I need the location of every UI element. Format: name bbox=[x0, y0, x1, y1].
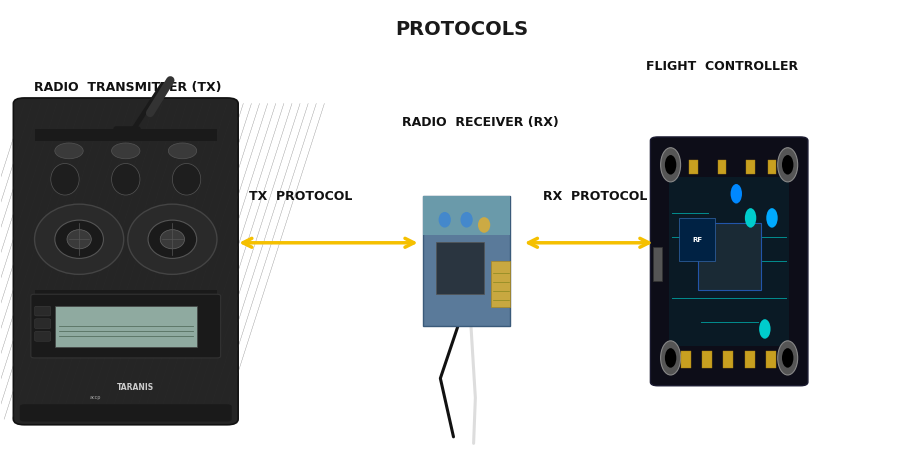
FancyBboxPatch shape bbox=[745, 351, 755, 368]
Text: RX  PROTOCOL: RX PROTOCOL bbox=[543, 191, 648, 203]
FancyBboxPatch shape bbox=[681, 351, 690, 368]
FancyBboxPatch shape bbox=[492, 262, 510, 307]
FancyBboxPatch shape bbox=[653, 247, 662, 281]
Text: TX  PROTOCOL: TX PROTOCOL bbox=[249, 191, 352, 203]
Ellipse shape bbox=[460, 212, 473, 227]
FancyBboxPatch shape bbox=[702, 351, 712, 368]
Ellipse shape bbox=[731, 184, 742, 204]
FancyBboxPatch shape bbox=[19, 404, 232, 422]
Ellipse shape bbox=[766, 208, 778, 227]
Ellipse shape bbox=[160, 230, 185, 249]
FancyBboxPatch shape bbox=[768, 160, 776, 175]
FancyBboxPatch shape bbox=[34, 290, 217, 296]
Text: TARANIS: TARANIS bbox=[117, 383, 154, 392]
FancyBboxPatch shape bbox=[689, 160, 698, 175]
Text: accp: accp bbox=[90, 395, 101, 400]
Ellipse shape bbox=[55, 143, 83, 159]
Ellipse shape bbox=[128, 204, 217, 274]
FancyBboxPatch shape bbox=[679, 218, 715, 262]
FancyBboxPatch shape bbox=[423, 196, 510, 326]
FancyBboxPatch shape bbox=[669, 177, 789, 346]
Ellipse shape bbox=[782, 348, 794, 368]
Ellipse shape bbox=[173, 163, 201, 195]
Ellipse shape bbox=[55, 220, 103, 258]
FancyBboxPatch shape bbox=[747, 160, 755, 175]
Text: PROTOCOLS: PROTOCOLS bbox=[395, 20, 529, 39]
Ellipse shape bbox=[782, 155, 794, 175]
Ellipse shape bbox=[148, 220, 197, 258]
Ellipse shape bbox=[778, 341, 797, 375]
Ellipse shape bbox=[661, 341, 681, 375]
Ellipse shape bbox=[745, 208, 756, 227]
Text: RF: RF bbox=[692, 237, 702, 243]
Ellipse shape bbox=[67, 230, 91, 249]
Ellipse shape bbox=[661, 148, 681, 182]
Ellipse shape bbox=[34, 204, 124, 274]
Ellipse shape bbox=[778, 148, 797, 182]
FancyBboxPatch shape bbox=[423, 196, 510, 235]
Ellipse shape bbox=[760, 319, 771, 339]
Ellipse shape bbox=[51, 163, 79, 195]
Ellipse shape bbox=[478, 217, 491, 233]
FancyBboxPatch shape bbox=[718, 160, 726, 175]
FancyBboxPatch shape bbox=[13, 98, 238, 425]
Text: RADIO  TRANSMITTER (TX): RADIO TRANSMITTER (TX) bbox=[33, 81, 221, 94]
FancyBboxPatch shape bbox=[34, 129, 217, 142]
FancyBboxPatch shape bbox=[35, 332, 51, 341]
Text: RADIO  RECEIVER (RX): RADIO RECEIVER (RX) bbox=[402, 116, 559, 128]
Ellipse shape bbox=[665, 348, 676, 368]
FancyBboxPatch shape bbox=[766, 351, 776, 368]
Ellipse shape bbox=[112, 143, 140, 159]
Ellipse shape bbox=[665, 155, 676, 175]
FancyBboxPatch shape bbox=[723, 351, 734, 368]
FancyBboxPatch shape bbox=[436, 242, 484, 294]
Ellipse shape bbox=[439, 212, 451, 227]
FancyBboxPatch shape bbox=[55, 305, 197, 347]
FancyBboxPatch shape bbox=[30, 294, 221, 358]
FancyBboxPatch shape bbox=[35, 319, 51, 329]
Text: FLIGHT  CONTROLLER: FLIGHT CONTROLLER bbox=[646, 60, 798, 73]
Ellipse shape bbox=[112, 163, 140, 195]
FancyBboxPatch shape bbox=[35, 306, 51, 316]
Ellipse shape bbox=[168, 143, 197, 159]
FancyBboxPatch shape bbox=[698, 223, 760, 290]
FancyBboxPatch shape bbox=[650, 137, 808, 386]
